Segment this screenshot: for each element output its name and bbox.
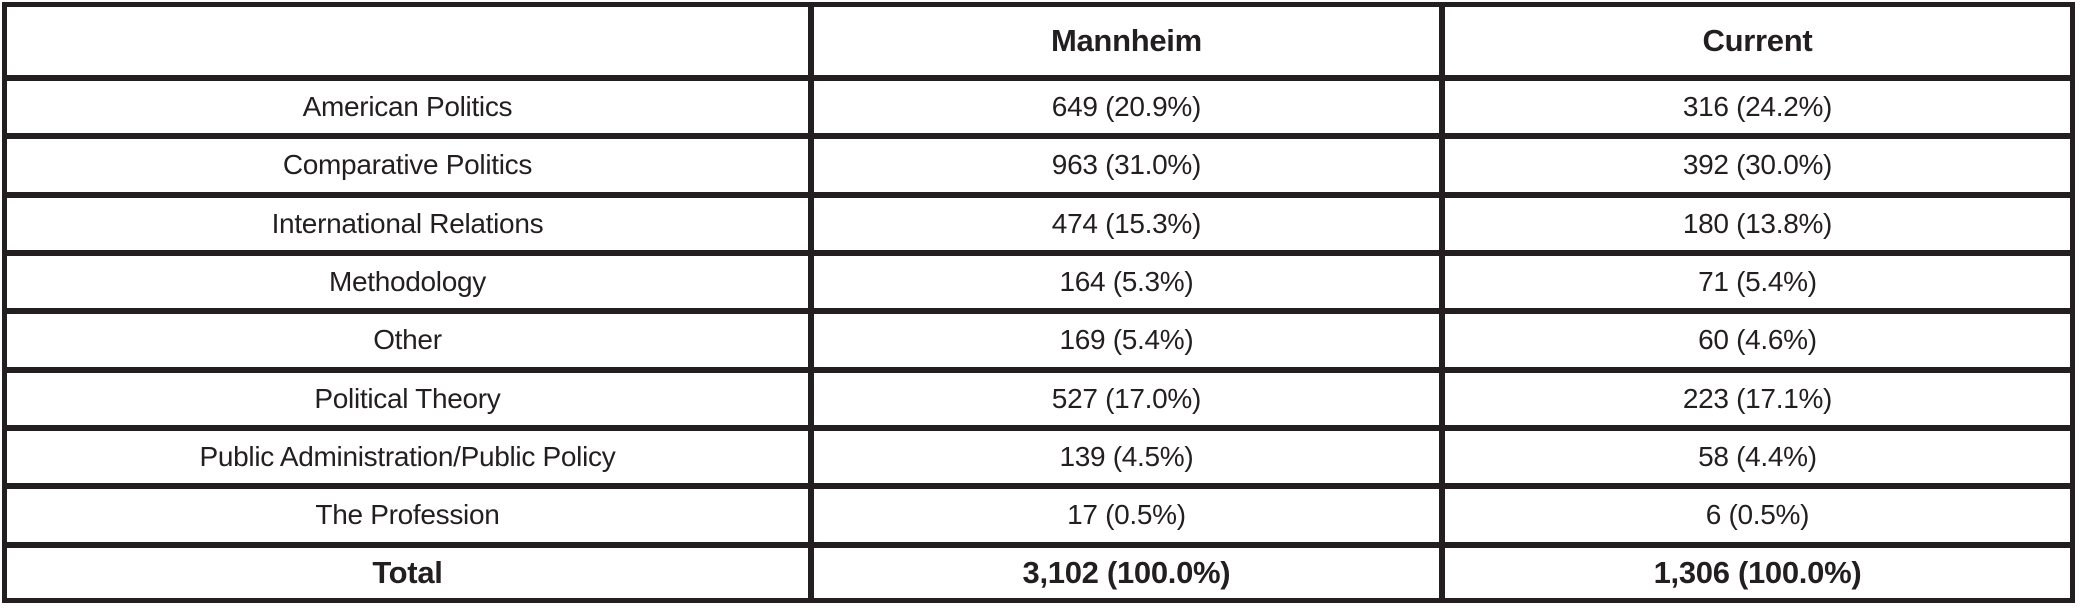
- current-value-cell: 316 (24.2%): [1441, 78, 2073, 137]
- mannheim-value-cell: 963 (31.0%): [810, 136, 1442, 195]
- mannheim-value-cell: 17 (0.5%): [810, 486, 1442, 545]
- row-label: Comparative Politics: [4, 136, 811, 195]
- table-header-row: Mannheim Current: [4, 4, 2073, 78]
- current-value-cell: 392 (30.0%): [1441, 136, 2073, 195]
- column-header-current: Current: [1441, 4, 2073, 78]
- mannheim-value-cell: 474 (15.3%): [810, 194, 1442, 253]
- row-label: Political Theory: [4, 369, 811, 428]
- total-row-label: Total: [4, 544, 811, 601]
- table-row-methodology: Methodology 164 (5.3%) 71 (5.4%): [4, 252, 2073, 312]
- table-row-american-politics: American Politics 649 (20.9%) 316 (24.2%…: [4, 78, 2073, 137]
- row-label: Public Administration/Public Policy: [4, 427, 811, 487]
- table-row-comparative-politics: Comparative Politics 963 (31.0%) 392 (30…: [4, 136, 2073, 195]
- row-label: Other: [4, 311, 811, 370]
- current-value-cell: 71 (5.4%): [1441, 252, 2073, 312]
- row-label: International Relations: [4, 194, 811, 253]
- mannheim-value-cell: 169 (5.4%): [810, 311, 1442, 370]
- row-label: American Politics: [4, 78, 811, 137]
- table-row-other: Other 169 (5.4%) 60 (4.6%): [4, 311, 2073, 370]
- current-value-cell: 180 (13.8%): [1441, 194, 2073, 253]
- mannheim-value-cell: 139 (4.5%): [810, 427, 1442, 487]
- total-current-value-cell: 1,306 (100.0%): [1441, 544, 2073, 601]
- table-row-international-relations: International Relations 474 (15.3%) 180 …: [4, 194, 2073, 253]
- row-label: Methodology: [4, 252, 811, 312]
- mannheim-value-cell: 527 (17.0%): [810, 369, 1442, 428]
- current-value-cell: 6 (0.5%): [1441, 486, 2073, 545]
- table-row-public-administration-public-policy: Public Administration/Public Policy 139 …: [4, 427, 2073, 487]
- column-header-empty: [4, 4, 811, 78]
- row-label: The Profession: [4, 486, 811, 545]
- total-mannheim-value-cell: 3,102 (100.0%): [810, 544, 1442, 601]
- table-row-political-theory: Political Theory 527 (17.0%) 223 (17.1%): [4, 369, 2073, 428]
- current-value-cell: 223 (17.1%): [1441, 369, 2073, 428]
- table-row-total: Total 3,102 (100.0%) 1,306 (100.0%): [4, 544, 2073, 601]
- table-row-the-profession: The Profession 17 (0.5%) 6 (0.5%): [4, 486, 2073, 545]
- mannheim-value-cell: 164 (5.3%): [810, 252, 1442, 312]
- mannheim-value-cell: 649 (20.9%): [810, 78, 1442, 137]
- column-header-mannheim: Mannheim: [810, 4, 1442, 78]
- current-value-cell: 58 (4.4%): [1441, 427, 2073, 487]
- current-value-cell: 60 (4.6%): [1441, 311, 2073, 370]
